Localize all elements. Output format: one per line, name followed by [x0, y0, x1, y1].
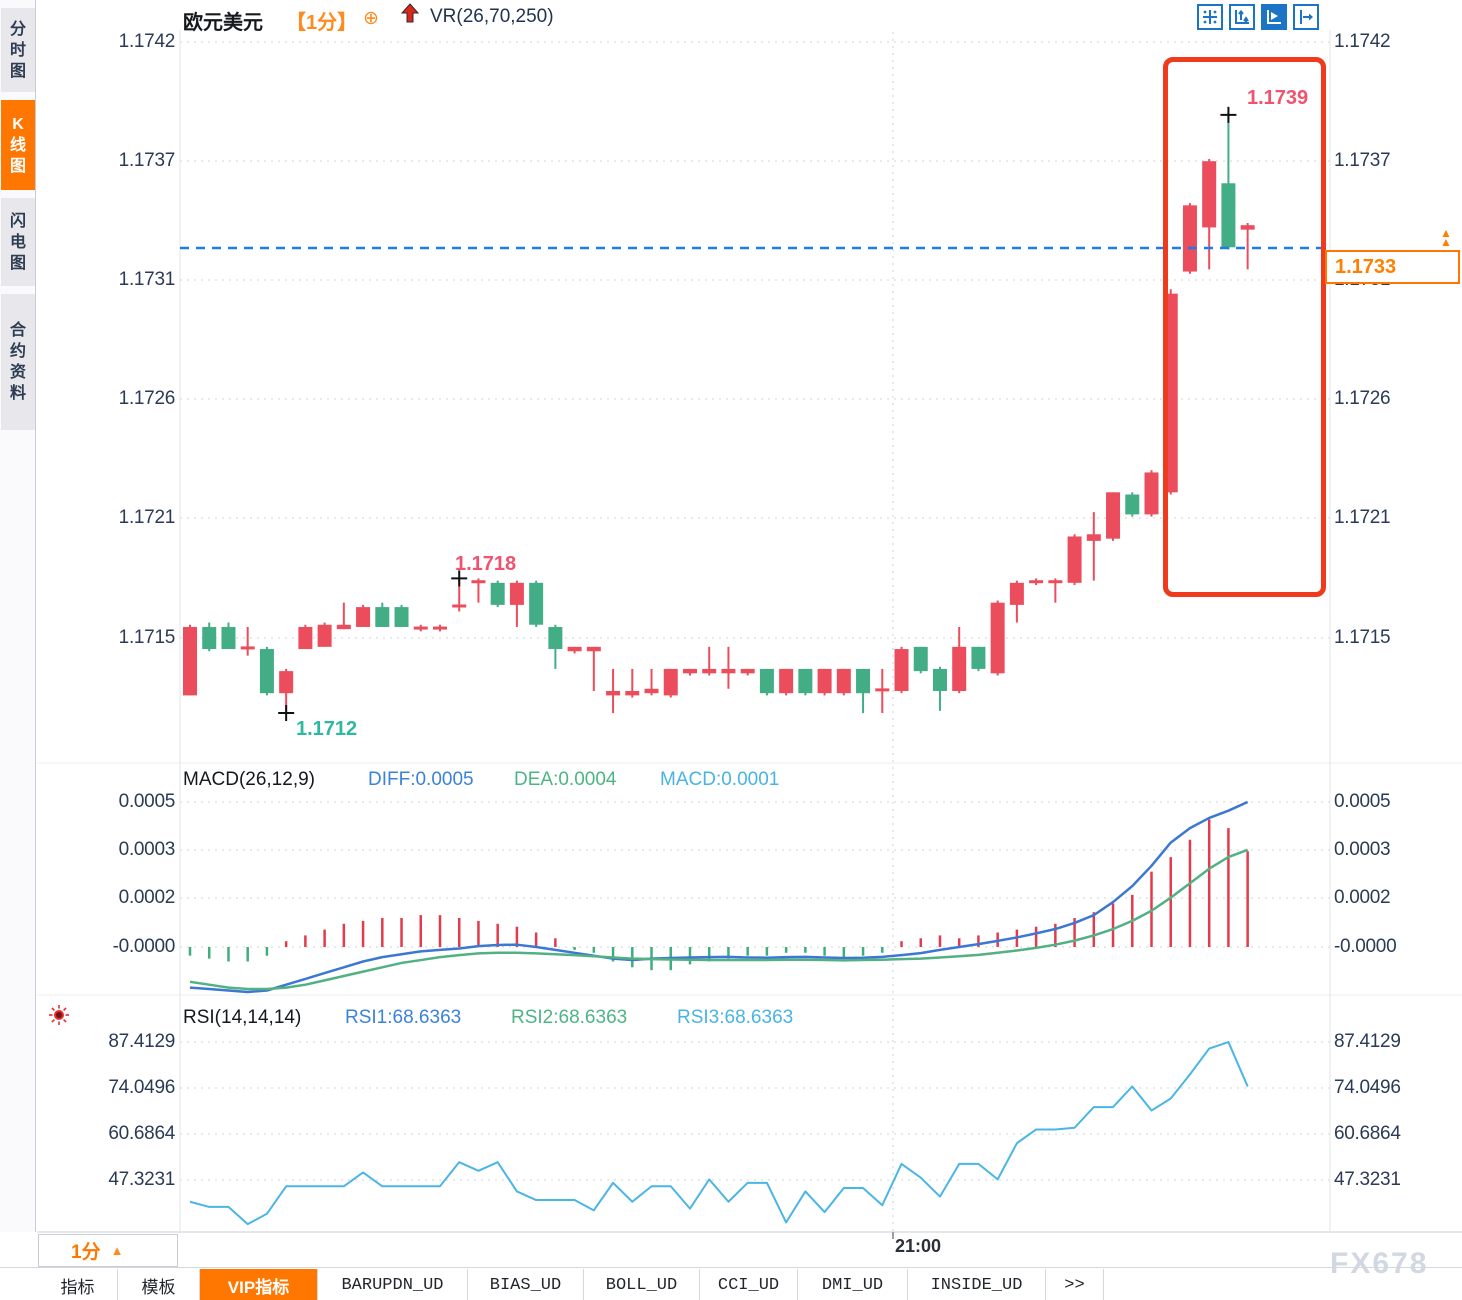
chevron-up-icon: ▲	[110, 1243, 124, 1258]
macd-axis-right-1: 0.0003	[1334, 839, 1391, 860]
red-up-arrow-icon	[399, 2, 421, 28]
period-selector-value: 1分	[71, 1242, 101, 1263]
macd-axis-left-0: 0.0005	[118, 791, 176, 812]
tab-BOLL_UD[interactable]: BOLL_UD	[584, 1269, 700, 1300]
vr-indicator-label: VR(26,70,250)	[430, 6, 554, 27]
rsi-axis-right-0: 87.4129	[1334, 1031, 1401, 1052]
rsi1-value: RSI1:68.6363	[345, 1007, 462, 1028]
price-up-arrows-icon: ▲ ▲	[1440, 226, 1452, 249]
swing-low-price-label: 1.1712	[296, 718, 358, 740]
rsi3-value: RSI3:68.6363	[677, 1007, 794, 1028]
tab--[interactable]: 指标	[38, 1269, 118, 1300]
watermark: FX678	[1330, 1247, 1429, 1280]
macd-title: MACD(26,12,9)	[183, 769, 315, 790]
price-axis-right-0: 1.1742	[1334, 31, 1391, 52]
rsi-axis-right-2: 60.6864	[1334, 1123, 1401, 1144]
sidebar-item-2[interactable]: 闪电图	[1, 198, 35, 286]
period-badge[interactable]: 【1分】	[286, 12, 358, 34]
tab->>[interactable]: >>	[1046, 1269, 1104, 1300]
price-axis-left-4: 1.1721	[118, 507, 176, 528]
current-price-tag: 1.1733	[1325, 250, 1460, 284]
crosshair-move-icon[interactable]	[1197, 4, 1223, 30]
price-axis-left-1: 1.1737	[118, 150, 176, 171]
macd-axis-right-0: 0.0005	[1334, 791, 1391, 812]
macd-axis-right-3: -0.0000	[1334, 936, 1397, 957]
price-axis-right-1: 1.1737	[1334, 150, 1391, 171]
auto-scale-icon[interactable]	[1261, 4, 1287, 30]
price-axis-right-4: 1.1721	[1334, 507, 1391, 528]
macd-hist-value: MACD:0.0001	[660, 769, 780, 790]
rsi-axis-left-3: 47.3231	[108, 1169, 175, 1190]
rsi-axis-right-3: 47.3231	[1334, 1169, 1401, 1190]
tab-CCI_UD[interactable]: CCI_UD	[700, 1269, 798, 1300]
jump-to-latest-icon[interactable]	[1293, 4, 1319, 30]
axis-scale-icon[interactable]	[1229, 4, 1255, 30]
macd-axis-left-3: -0.0000	[112, 936, 176, 957]
tab-INSIDE_UD[interactable]: INSIDE_UD	[908, 1269, 1046, 1300]
sidebar-item-0[interactable]: 分时图	[1, 8, 35, 92]
alert-sun-icon	[48, 1004, 70, 1026]
macd-axis-right-2: 0.0002	[1334, 887, 1391, 908]
macd-axis-left-1: 0.0003	[118, 839, 176, 860]
price-axis-left-3: 1.1726	[118, 388, 176, 409]
macd-dea-value: DEA:0.0004	[514, 769, 617, 790]
indicator-tabs-bar: 指标 模板 VIP指标 BARUPDN_UD BIAS_UD BOLL_UD CCI_UD D…	[0, 1267, 1462, 1300]
tab-DMI_UD[interactable]: DMI_UD	[798, 1269, 908, 1300]
swing-high-price-label: 1.1718	[455, 553, 517, 575]
rsi-axis-left-2: 60.6864	[108, 1123, 175, 1144]
tab-VIP-[interactable]: VIP指标	[200, 1269, 318, 1300]
macd-diff-value: DIFF:0.0005	[368, 769, 474, 790]
time-axis-label: 21:00	[895, 1236, 942, 1256]
rsi2-value: RSI2:68.6363	[511, 1007, 628, 1028]
rsi-axis-left-0: 87.4129	[108, 1031, 175, 1052]
macd-axis-left-2: 0.0002	[118, 887, 176, 908]
tab--[interactable]: 模板	[118, 1269, 200, 1300]
rsi-title: RSI(14,14,14)	[183, 1007, 302, 1028]
tab-BIAS_UD[interactable]: BIAS_UD	[468, 1269, 584, 1300]
symbol-title: 欧元美元	[183, 12, 263, 34]
peak-price-label: 1.1739	[1247, 87, 1309, 109]
sidebar-item-3[interactable]: 合约资料	[1, 294, 35, 430]
tab-BARUPDN_UD[interactable]: BARUPDN_UD	[318, 1269, 468, 1300]
rsi-axis-right-1: 74.0496	[1334, 1077, 1401, 1098]
add-indicator-icon[interactable]: ⊕	[363, 8, 379, 29]
rsi-axis-left-1: 74.0496	[108, 1077, 175, 1098]
price-axis-left-5: 1.1715	[118, 627, 176, 648]
price-axis-right-3: 1.1726	[1334, 388, 1391, 409]
price-axis-left-0: 1.1742	[118, 31, 176, 52]
price-axis-right-5: 1.1715	[1334, 627, 1391, 648]
price-axis-left-2: 1.1731	[118, 269, 176, 290]
period-selector[interactable]: 1分 ▲	[38, 1234, 178, 1267]
